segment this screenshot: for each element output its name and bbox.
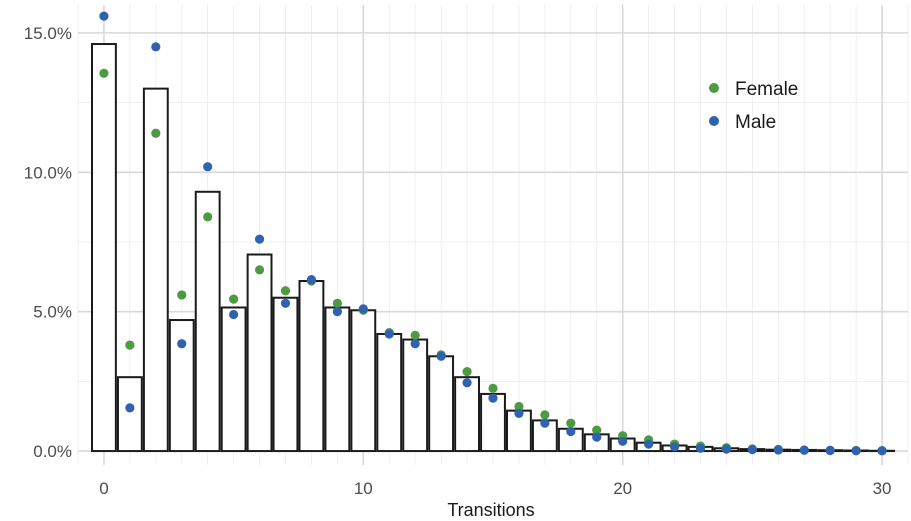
point-male-5 [229,309,239,320]
point-female-17 [540,410,550,420]
bar-12 [402,338,429,453]
point-female-14 [462,367,472,377]
point-male-26 [773,445,783,455]
points-layer [99,11,887,456]
point-male-8 [306,275,317,285]
point-male-22 [669,442,680,452]
point-female-19 [592,425,602,435]
point-male-3 [177,339,187,349]
bar-3 [168,319,195,453]
point-male-29 [851,446,861,456]
point-male-16 [514,408,524,419]
x-tick-label: 10 [354,479,373,498]
legend-marker-male [709,116,719,126]
bar-2 [142,87,169,453]
bar-11 [376,332,403,453]
point-female-5 [229,294,239,304]
point-male-9 [332,307,342,317]
y-tick-label: 10.0% [24,163,72,182]
legend-label-male: Male [735,112,776,133]
point-male-0 [99,11,109,21]
y-tick-label: 0.0% [33,442,72,461]
point-female-16 [514,401,524,412]
point-male-7 [280,298,291,308]
bar-5 [220,306,247,453]
y-tick-label: 15.0% [24,24,72,43]
point-male-2 [151,42,161,52]
legend: Female Male [709,79,798,133]
bar-4 [194,190,221,453]
y-tick-label: 5.0% [33,303,72,322]
point-female-2 [151,128,161,138]
point-female-1 [125,340,135,350]
point-male-25 [747,445,757,455]
point-male-19 [592,432,602,442]
point-female-0 [99,68,109,78]
point-male-30 [877,446,887,456]
bar-7 [272,296,299,453]
point-female-15 [488,383,498,393]
legend-label-female: Female [735,79,798,100]
x-axis-title: Transitions [447,500,534,520]
bar-9 [324,306,351,453]
point-female-3 [177,290,187,300]
bar-8 [298,280,325,453]
point-male-13 [436,351,446,361]
point-female-9 [332,298,342,308]
point-male-20 [618,436,628,446]
bar-14 [454,376,480,453]
point-male-1 [125,403,135,413]
bar-6 [246,253,273,453]
point-male-17 [540,418,550,428]
point-male-12 [410,339,420,349]
point-female-7 [280,286,291,296]
point-male-23 [695,443,706,453]
point-male-11 [384,329,394,339]
point-male-6 [254,234,265,244]
legend-marker-female [709,83,719,93]
point-female-4 [203,212,213,222]
bar-13 [428,355,455,453]
point-male-10 [358,304,368,314]
point-female-18 [566,418,576,428]
axis-layer: 0.0% 5.0% 10.0% 15.0% 0 10 20 30 [24,24,892,498]
point-male-18 [566,426,576,437]
x-tick-label: 0 [99,479,108,498]
x-tick-label: 30 [873,479,892,498]
bar-1 [116,376,143,453]
x-tick-label: 20 [613,479,632,498]
bar-0 [91,43,117,453]
point-male-24 [721,444,732,454]
point-male-28 [825,445,835,456]
point-male-21 [644,439,654,449]
point-female-6 [254,265,265,275]
point-male-15 [488,393,498,403]
point-female-12 [410,330,420,340]
point-male-4 [203,162,213,172]
point-male-27 [799,445,809,455]
point-male-14 [462,378,472,388]
bar-10 [350,309,377,453]
